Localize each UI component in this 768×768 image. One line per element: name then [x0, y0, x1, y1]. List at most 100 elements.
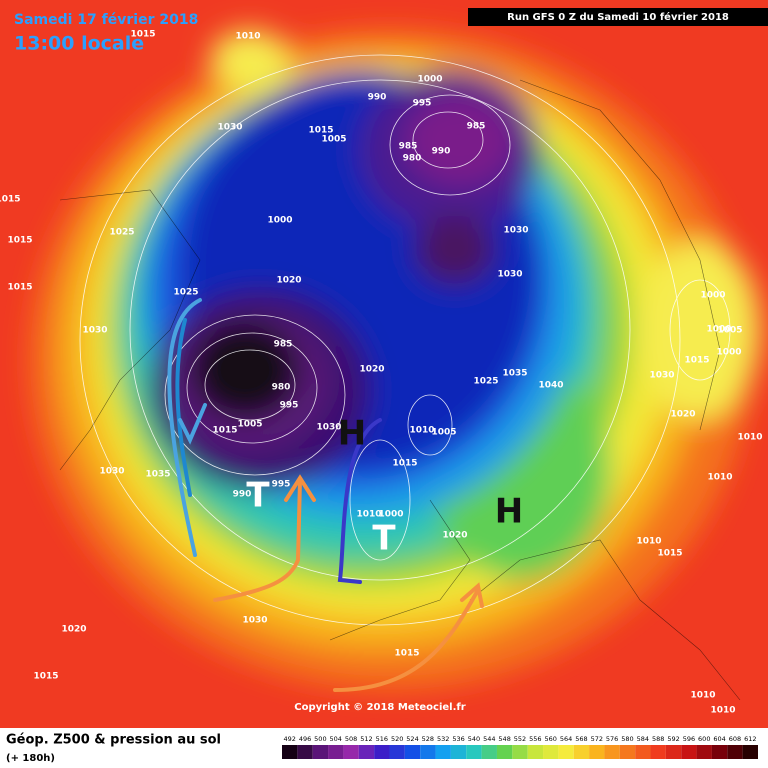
pressure-label: 995 [413, 99, 432, 109]
copyright: Copyright © 2018 Meteociel.fr [294, 702, 465, 713]
scale-label: 564 [560, 735, 572, 743]
pressure-label: 1010 [235, 32, 260, 42]
pressure-label: 1030 [649, 371, 674, 381]
pressure-label: 980 [403, 154, 422, 164]
scale-swatch [558, 745, 574, 759]
scale-swatch [435, 745, 451, 759]
pressure-label: 1010 [409, 426, 434, 436]
scale-label: 584 [637, 735, 649, 743]
scale-label: 596 [683, 735, 695, 743]
scale-label: 548 [498, 735, 510, 743]
scale-swatch [527, 745, 544, 759]
pressure-systems: H H T T [246, 414, 523, 559]
pressure-label: 1015 [7, 283, 32, 293]
scale-swatch [696, 745, 712, 759]
legend-title: Géop. Z500 & pression au sol [6, 733, 221, 748]
pressure-label: 1005 [237, 420, 262, 430]
pressure-label: 1000 [700, 291, 725, 301]
pressure-label: 1030 [217, 123, 242, 133]
pressure-label: 1015 [394, 649, 419, 659]
legend-subtitle: (+ 180h) [6, 753, 55, 764]
scale-label: 516 [376, 735, 388, 743]
pressure-label: 995 [272, 480, 291, 490]
pressure-label: 1030 [316, 423, 341, 433]
scale-swatch [727, 745, 743, 759]
pressure-label: 1010 [356, 510, 381, 520]
pressure-label: 1015 [657, 549, 682, 559]
pressure-label: 980 [272, 383, 291, 393]
pressure-label: 1030 [503, 226, 528, 236]
pressure-label: 1000 [716, 348, 741, 358]
scale-swatch [543, 745, 559, 759]
pressure-label: 1040 [538, 381, 563, 391]
scale-swatch [420, 745, 436, 759]
scale-swatch [742, 745, 758, 759]
forecast-date: Samedi 17 février 2018 [14, 12, 198, 28]
pressure-label: 995 [280, 401, 299, 411]
pressure-label: 1025 [173, 288, 198, 298]
scale-label: 552 [514, 735, 526, 743]
scale-label: 600 [698, 735, 710, 743]
scale-swatch [512, 745, 528, 759]
pressure-label: 1015 [0, 195, 21, 205]
pressure-label: 1015 [392, 459, 417, 469]
pressure-label: 1020 [359, 365, 384, 375]
pressure-label: 1010 [690, 691, 715, 701]
scale-swatch [604, 745, 620, 759]
scale-label: 492 [283, 735, 295, 743]
system-label: H [338, 414, 366, 454]
scale-swatch [297, 745, 313, 759]
pressure-label: 1035 [145, 470, 170, 480]
scale-label: 568 [575, 735, 587, 743]
pressure-labels: 1010 1015 1030 1015 1015 1025 1015 1030 1025 1000… [0, 30, 763, 716]
scale-label: 572 [591, 735, 603, 743]
scale-swatch [481, 745, 497, 759]
scale-swatch [404, 745, 421, 759]
scale-swatch [711, 745, 728, 759]
scale-label: 580 [621, 735, 633, 743]
run-banner [468, 8, 768, 26]
scale-label: 576 [606, 735, 618, 743]
pressure-label: 990 [432, 147, 451, 157]
scale-swatch [635, 745, 651, 759]
scale-swatch [312, 745, 329, 759]
pressure-label: 990 [368, 93, 387, 103]
scale-label: 532 [437, 735, 449, 743]
scale-label: 544 [483, 735, 495, 743]
scale-swatch [343, 745, 359, 759]
pressure-label: 1000 [417, 75, 442, 85]
pressure-label: 1000 [706, 325, 731, 335]
scale-swatch [619, 745, 636, 759]
pressure-label: 1020 [670, 410, 695, 420]
scale-swatch [282, 745, 298, 759]
run-info: Run GFS 0 Z du Samedi 10 février 2018 [507, 11, 729, 23]
scale-label: 504 [330, 735, 342, 743]
pressure-label: 985 [399, 142, 418, 152]
system-label: T [246, 476, 270, 516]
scale-label: 524 [406, 735, 418, 743]
map-background [0, 0, 768, 728]
scale-swatch [573, 745, 590, 759]
scale-label: 520 [391, 735, 403, 743]
scale-label: 588 [652, 735, 664, 743]
scale-swatch [328, 745, 344, 759]
color-scale: 492 496 500 504 508 512 516 520 524 528 532 536 540 5… [282, 735, 758, 759]
pressure-label: 1025 [109, 228, 134, 238]
pressure-label: 1015 [7, 236, 32, 246]
pressure-label: 1000 [267, 216, 292, 226]
scale-swatch [665, 745, 682, 759]
scale-swatch [358, 745, 375, 759]
pressure-label: 1020 [442, 531, 467, 541]
scale-label: 540 [468, 735, 480, 743]
scale-label: 496 [299, 735, 311, 743]
pressure-label: 1010 [710, 706, 735, 716]
pressure-label: 1015 [33, 672, 58, 682]
scale-swatch [681, 745, 697, 759]
system-label: H [495, 492, 523, 532]
pressure-label: 1025 [473, 377, 498, 387]
pressure-label: 1030 [99, 467, 124, 477]
scale-label: 592 [667, 735, 679, 743]
scale-swatch [650, 745, 666, 759]
